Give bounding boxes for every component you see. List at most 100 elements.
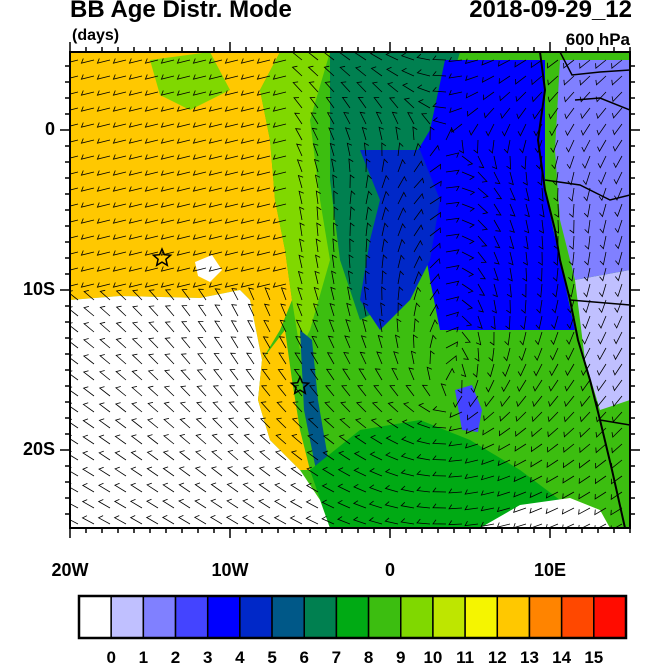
wind-barb <box>513 491 527 498</box>
wind-barb <box>305 499 319 509</box>
wind-barb <box>534 331 543 346</box>
wind-barb <box>397 223 406 237</box>
wind-barb <box>368 517 383 525</box>
wind-barb <box>272 90 287 96</box>
wind-barb <box>520 315 527 330</box>
wind-barb <box>563 59 575 69</box>
wind-barb <box>70 483 79 493</box>
wind-barb <box>176 170 191 176</box>
wind-barb <box>229 369 239 381</box>
wind-barb <box>373 385 383 397</box>
wind-barb <box>518 347 527 362</box>
wind-barb <box>272 122 287 128</box>
wind-barb <box>448 472 463 478</box>
wind-barb <box>369 468 383 477</box>
wind-barb <box>225 515 239 525</box>
wind-barb <box>305 515 319 525</box>
wind-barb <box>569 235 575 250</box>
wind-barb <box>445 169 460 175</box>
wind-barb <box>259 450 271 461</box>
wind-barb <box>70 139 79 143</box>
wind-barb <box>176 234 191 240</box>
wind-barb <box>279 319 287 333</box>
wind-barb <box>538 187 544 202</box>
wind-barb <box>416 502 431 509</box>
wind-barb <box>529 475 543 483</box>
wind-barb <box>381 174 390 189</box>
wind-barb <box>145 515 159 525</box>
wind-barb <box>242 482 255 493</box>
wind-barb <box>368 500 383 509</box>
wind-barb <box>80 170 95 176</box>
wind-barb <box>595 427 607 438</box>
wind-barb <box>243 450 255 461</box>
wind-barb <box>228 385 239 397</box>
wind-barb <box>112 202 127 208</box>
wind-barb <box>465 427 479 435</box>
wind-barb <box>595 475 607 485</box>
wind-barb <box>565 139 575 153</box>
wind-barb <box>384 501 399 509</box>
wind-barb <box>81 483 95 493</box>
wind-barb <box>247 320 255 333</box>
wind-barb <box>521 283 527 298</box>
wind-barb <box>516 379 527 392</box>
wind-barb <box>146 498 159 509</box>
wind-barb <box>312 303 319 317</box>
wind-barb <box>530 443 543 453</box>
wind-barb <box>327 335 335 349</box>
wind-barb <box>448 456 463 462</box>
wind-barb <box>568 187 575 202</box>
wind-barb <box>480 490 495 496</box>
wind-barb <box>515 411 527 422</box>
wind-barb <box>599 235 607 250</box>
wind-barb <box>240 122 255 128</box>
wind-barb <box>112 266 127 272</box>
wind-barb <box>529 507 543 514</box>
wind-barb <box>464 473 479 480</box>
wind-barb <box>381 190 390 205</box>
wind-barb <box>445 217 460 223</box>
wind-barb <box>461 187 476 196</box>
wind-barb <box>224 106 239 112</box>
wind-barb <box>246 352 255 365</box>
wind-barb <box>548 379 559 392</box>
colorbar-box <box>142 595 177 639</box>
wind-barb <box>349 238 355 253</box>
wind-barb <box>128 90 143 96</box>
wind-barb <box>461 331 471 343</box>
wind-barb <box>81 499 95 509</box>
wind-barb <box>429 303 439 317</box>
wind-barb <box>549 363 559 377</box>
wind-barb <box>445 355 457 365</box>
colorbar-label: 4 <box>235 648 245 667</box>
wind-barb <box>82 466 95 477</box>
wind-barb <box>272 282 287 288</box>
wind-barb <box>532 107 543 120</box>
wind-barb <box>522 267 528 282</box>
wind-barb <box>224 186 239 192</box>
wind-barb <box>445 249 460 255</box>
wind-barb <box>344 127 351 141</box>
wind-barb <box>337 516 351 525</box>
wind-barb <box>311 127 319 141</box>
wind-barb <box>176 186 191 192</box>
wind-barb <box>96 74 111 80</box>
wind-barb <box>224 90 239 96</box>
wind-barb <box>176 122 191 128</box>
wind-barb <box>595 459 607 469</box>
wind-barb <box>96 138 111 144</box>
wind-barb <box>547 59 559 69</box>
wind-barb <box>364 286 370 301</box>
wind-barb <box>82 354 95 365</box>
wind-barb <box>353 467 367 477</box>
wind-barb <box>292 81 303 93</box>
wind-barb <box>500 107 511 120</box>
wind-barb <box>514 59 527 68</box>
wind-barb <box>381 238 388 253</box>
wind-barb <box>230 320 239 333</box>
wind-barb <box>180 337 191 349</box>
wind-barb <box>147 418 159 429</box>
wind-barb <box>594 523 607 528</box>
wind-barb <box>244 417 255 429</box>
